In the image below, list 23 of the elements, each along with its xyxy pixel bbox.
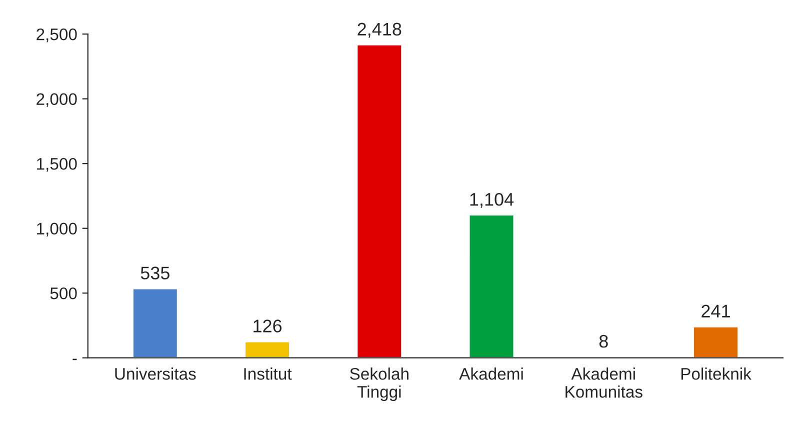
bar bbox=[356, 44, 403, 358]
x-tick-label: Universitas bbox=[115, 368, 196, 380]
data-label: 8 bbox=[599, 334, 608, 348]
x-tick-label: Akademi bbox=[459, 368, 523, 380]
data-label: 2,418 bbox=[358, 22, 402, 38]
y-tick-label: 500 bbox=[50, 287, 77, 300]
bar bbox=[468, 214, 515, 358]
y-tick-label: 2,000 bbox=[36, 93, 77, 108]
data-label: 535 bbox=[140, 266, 170, 280]
y-tick-label: 1,000 bbox=[37, 222, 77, 237]
x-tick-label: Politeknik bbox=[681, 368, 752, 380]
y-tick-label: 2,500 bbox=[36, 28, 77, 42]
x-tick-label: Institut bbox=[244, 368, 292, 380]
data-label: 126 bbox=[254, 320, 282, 332]
y-tick-label: - bbox=[72, 358, 77, 360]
bar bbox=[244, 340, 290, 358]
bar bbox=[132, 288, 178, 358]
x-tick-label: Sekolah Tinggi bbox=[350, 368, 408, 402]
data-label: 1,104 bbox=[470, 192, 514, 208]
data-label: 241 bbox=[702, 304, 730, 318]
x-tick-label: Akademi Komunitas bbox=[566, 368, 642, 398]
y-tick-label: 1,500 bbox=[37, 158, 77, 172]
bar bbox=[692, 326, 739, 358]
